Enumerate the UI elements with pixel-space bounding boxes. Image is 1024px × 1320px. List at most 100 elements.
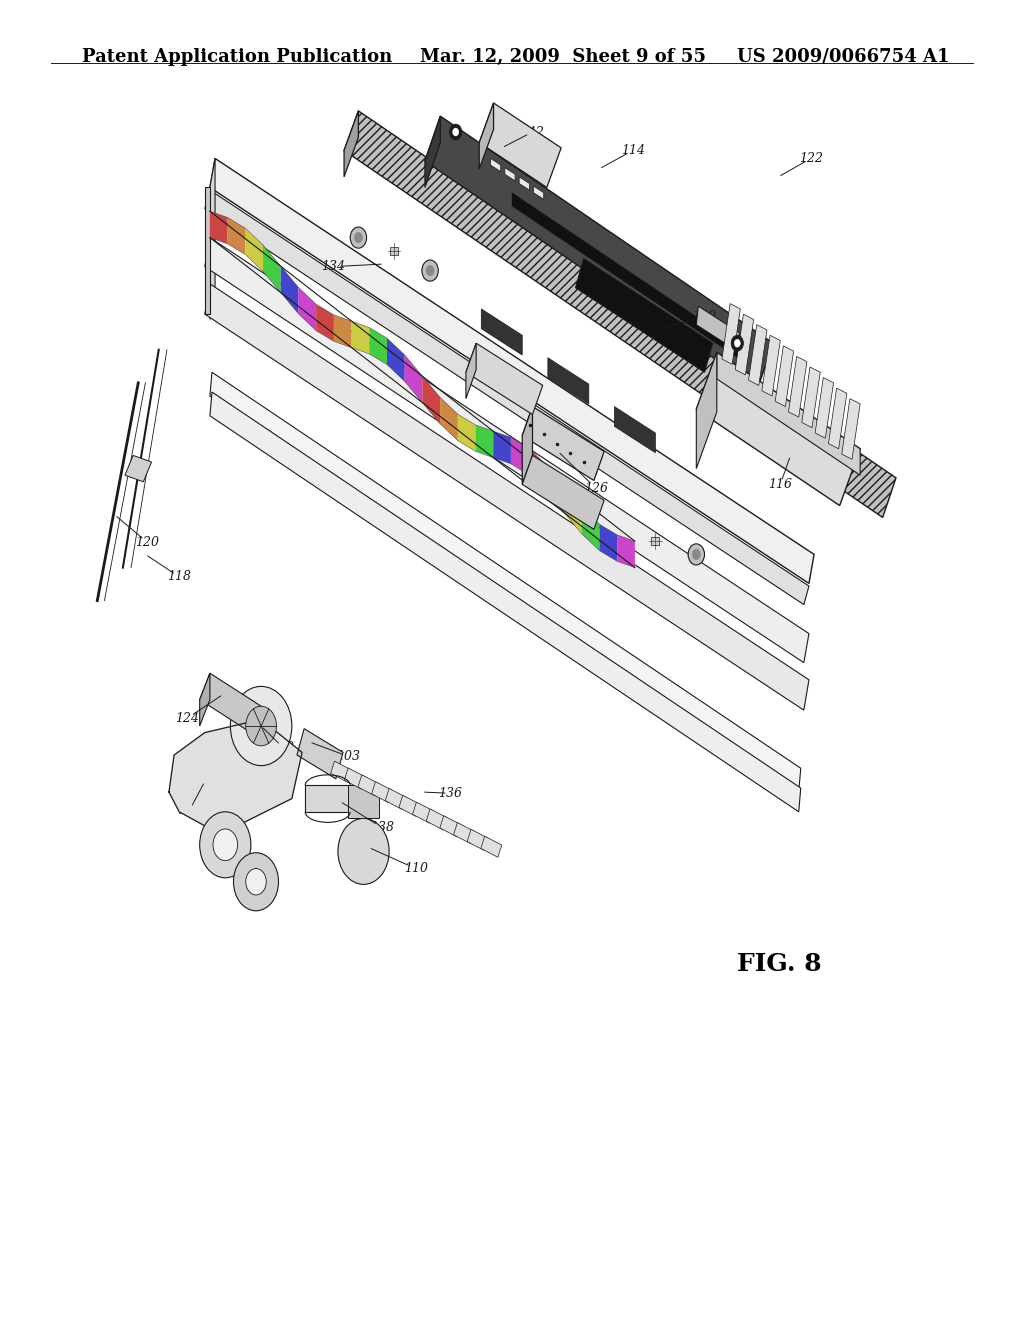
Polygon shape	[316, 305, 334, 342]
Polygon shape	[413, 803, 433, 824]
Polygon shape	[511, 437, 528, 475]
Polygon shape	[614, 407, 655, 453]
Polygon shape	[466, 343, 543, 414]
Polygon shape	[348, 785, 379, 818]
Polygon shape	[125, 455, 152, 482]
Polygon shape	[387, 338, 404, 381]
Text: 130: 130	[270, 741, 295, 754]
Circle shape	[213, 829, 238, 861]
Polygon shape	[519, 177, 529, 190]
Polygon shape	[522, 407, 604, 480]
Polygon shape	[344, 111, 358, 177]
Polygon shape	[305, 785, 350, 812]
Polygon shape	[564, 486, 582, 533]
Polygon shape	[205, 187, 210, 314]
Polygon shape	[512, 193, 748, 364]
Polygon shape	[344, 111, 896, 517]
Polygon shape	[696, 352, 717, 469]
Polygon shape	[717, 352, 860, 475]
Text: 138: 138	[370, 821, 394, 834]
Polygon shape	[372, 781, 392, 803]
Polygon shape	[351, 321, 370, 354]
Polygon shape	[582, 507, 599, 550]
Circle shape	[734, 339, 740, 347]
Text: 118: 118	[167, 570, 191, 583]
Polygon shape	[210, 158, 215, 319]
Polygon shape	[528, 449, 547, 491]
Text: 136: 136	[438, 787, 463, 800]
Polygon shape	[334, 315, 351, 347]
Polygon shape	[842, 399, 860, 459]
Polygon shape	[425, 116, 440, 187]
Polygon shape	[534, 186, 544, 199]
Polygon shape	[475, 425, 494, 458]
Polygon shape	[828, 388, 847, 449]
Polygon shape	[505, 168, 515, 181]
Polygon shape	[210, 158, 814, 583]
Polygon shape	[522, 455, 604, 529]
Polygon shape	[422, 376, 440, 424]
Polygon shape	[479, 103, 494, 169]
Circle shape	[200, 812, 251, 878]
Polygon shape	[205, 284, 809, 710]
Polygon shape	[617, 535, 635, 568]
Text: 103: 103	[336, 750, 360, 763]
Text: 124: 124	[175, 711, 200, 725]
Circle shape	[233, 853, 279, 911]
Polygon shape	[479, 103, 561, 187]
Circle shape	[246, 869, 266, 895]
Polygon shape	[696, 352, 860, 506]
Polygon shape	[467, 829, 488, 850]
Polygon shape	[210, 372, 801, 792]
Polygon shape	[263, 246, 281, 293]
Polygon shape	[205, 190, 809, 605]
Text: 142: 142	[520, 125, 545, 139]
Text: 116: 116	[768, 478, 793, 491]
Polygon shape	[815, 378, 834, 438]
Circle shape	[692, 549, 700, 560]
Circle shape	[338, 818, 389, 884]
Polygon shape	[370, 327, 387, 364]
Circle shape	[350, 227, 367, 248]
Polygon shape	[722, 304, 740, 364]
Polygon shape	[426, 809, 447, 830]
Circle shape	[422, 260, 438, 281]
Text: Mar. 12, 2009  Sheet 9 of 55: Mar. 12, 2009 Sheet 9 of 55	[420, 48, 706, 66]
Text: 120: 120	[135, 536, 160, 549]
Circle shape	[450, 124, 462, 140]
Polygon shape	[490, 158, 501, 172]
Polygon shape	[331, 762, 351, 783]
Polygon shape	[425, 116, 773, 388]
Polygon shape	[696, 306, 739, 351]
Polygon shape	[575, 259, 713, 372]
Polygon shape	[385, 788, 407, 809]
Polygon shape	[458, 414, 475, 451]
Polygon shape	[547, 465, 564, 512]
Polygon shape	[775, 346, 794, 407]
Polygon shape	[297, 729, 343, 779]
Polygon shape	[281, 267, 298, 314]
Polygon shape	[169, 719, 302, 834]
Polygon shape	[762, 335, 780, 396]
Text: FIG. 8: FIG. 8	[737, 952, 822, 975]
Text: US 2009/0066754 A1: US 2009/0066754 A1	[737, 48, 950, 66]
Circle shape	[731, 335, 743, 351]
Polygon shape	[802, 367, 820, 428]
Polygon shape	[210, 392, 801, 812]
Polygon shape	[358, 775, 379, 796]
Polygon shape	[548, 358, 589, 404]
Polygon shape	[344, 768, 366, 789]
Circle shape	[453, 128, 459, 136]
Circle shape	[426, 265, 434, 276]
Polygon shape	[205, 238, 809, 663]
Polygon shape	[522, 407, 532, 484]
Polygon shape	[749, 325, 767, 385]
Text: 114: 114	[621, 144, 645, 157]
Polygon shape	[404, 355, 422, 403]
Polygon shape	[200, 673, 271, 739]
Text: 140: 140	[692, 310, 717, 323]
Text: 112: 112	[177, 804, 202, 817]
Circle shape	[688, 544, 705, 565]
Polygon shape	[466, 343, 476, 399]
Polygon shape	[494, 432, 511, 463]
